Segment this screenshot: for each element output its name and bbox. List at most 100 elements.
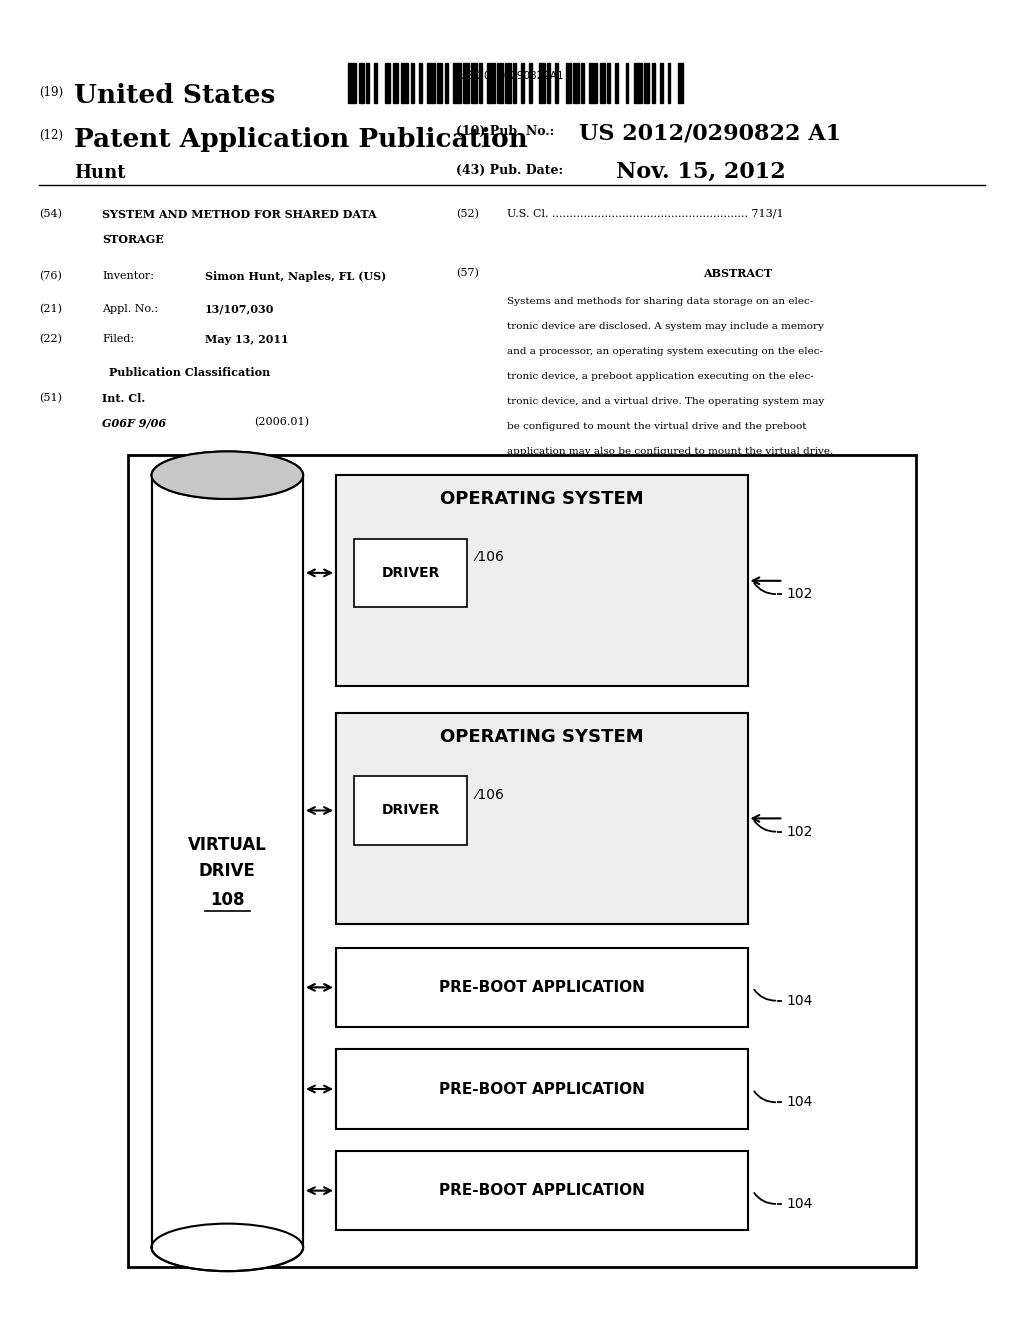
- Text: OPERATING SYSTEM: OPERATING SYSTEM: [440, 490, 643, 508]
- Text: 13/107,030: 13/107,030: [205, 304, 274, 314]
- Bar: [668, 63, 671, 103]
- Text: Appl. No.:: Appl. No.:: [102, 304, 159, 314]
- Text: VIRTUAL: VIRTUAL: [187, 836, 267, 854]
- Text: PRE-BOOT APPLICATION: PRE-BOOT APPLICATION: [438, 979, 645, 995]
- Text: 102: 102: [786, 587, 813, 601]
- Text: (52): (52): [456, 209, 478, 219]
- Bar: [354, 539, 467, 607]
- Text: ⁄106: ⁄106: [475, 788, 504, 801]
- Text: Simon Hunt, Naples, FL (US): Simon Hunt, Naples, FL (US): [205, 271, 386, 281]
- Bar: [400, 63, 409, 103]
- Bar: [555, 63, 558, 103]
- Bar: [589, 63, 597, 103]
- Bar: [540, 63, 545, 103]
- Text: Int. Cl.: Int. Cl.: [102, 393, 145, 404]
- Bar: [336, 1151, 748, 1230]
- Bar: [152, 475, 303, 1247]
- Text: 102: 102: [786, 825, 813, 838]
- Text: Hunt: Hunt: [74, 164, 125, 182]
- Text: be configured to mount the virtual drive and the preboot: be configured to mount the virtual drive…: [507, 422, 806, 432]
- Text: (51): (51): [39, 393, 61, 404]
- Ellipse shape: [152, 1224, 303, 1271]
- Bar: [385, 63, 390, 103]
- Bar: [358, 63, 364, 103]
- Text: DRIVE: DRIVE: [199, 862, 256, 880]
- Bar: [411, 63, 414, 103]
- Bar: [437, 63, 442, 103]
- Text: tronic device, a preboot application executing on the elec-: tronic device, a preboot application exe…: [507, 372, 814, 381]
- Bar: [487, 63, 495, 103]
- Text: Systems and methods for sharing data storage on an elec-: Systems and methods for sharing data sto…: [507, 297, 813, 306]
- Text: (54): (54): [39, 209, 61, 219]
- Bar: [652, 63, 654, 103]
- Bar: [529, 63, 531, 103]
- Bar: [615, 63, 617, 103]
- Text: Publication Classification: Publication Classification: [109, 367, 270, 378]
- Bar: [634, 63, 642, 103]
- Bar: [375, 63, 377, 103]
- Text: (22): (22): [39, 334, 61, 345]
- Text: (19): (19): [39, 86, 63, 99]
- Bar: [513, 63, 516, 103]
- Text: G06F 9/06: G06F 9/06: [102, 417, 167, 428]
- Text: 104: 104: [786, 1197, 813, 1210]
- Text: Patent Application Publication: Patent Application Publication: [74, 127, 527, 152]
- Text: (57): (57): [456, 268, 478, 279]
- Text: (10) Pub. No.:: (10) Pub. No.:: [456, 125, 554, 139]
- Text: 104: 104: [786, 994, 813, 1007]
- Text: United States: United States: [74, 83, 275, 108]
- Bar: [128, 455, 916, 1267]
- Bar: [547, 63, 550, 103]
- Text: OPERATING SYSTEM: OPERATING SYSTEM: [440, 727, 643, 746]
- Bar: [392, 63, 398, 103]
- Bar: [521, 63, 523, 103]
- Bar: [445, 63, 447, 103]
- Bar: [600, 63, 605, 103]
- Text: (76): (76): [39, 271, 61, 281]
- Bar: [427, 63, 434, 103]
- Ellipse shape: [152, 451, 303, 499]
- Bar: [336, 1049, 748, 1129]
- Text: US 20120290822A1: US 20120290822A1: [460, 71, 564, 82]
- Bar: [464, 63, 469, 103]
- Bar: [573, 63, 579, 103]
- Bar: [354, 776, 467, 845]
- Text: application may also be configured to mount the virtual drive.: application may also be configured to mo…: [507, 447, 834, 457]
- Bar: [565, 63, 570, 103]
- Text: tronic device are disclosed. A system may include a memory: tronic device are disclosed. A system ma…: [507, 322, 823, 331]
- Bar: [348, 63, 356, 103]
- Text: 108: 108: [210, 891, 245, 909]
- Text: (21): (21): [39, 304, 61, 314]
- Bar: [498, 63, 503, 103]
- Bar: [336, 713, 748, 924]
- Bar: [367, 63, 369, 103]
- Bar: [453, 63, 461, 103]
- Ellipse shape: [152, 451, 303, 499]
- Text: DRIVER: DRIVER: [381, 566, 440, 579]
- Text: Nov. 15, 2012: Nov. 15, 2012: [616, 161, 786, 183]
- Text: Inventor:: Inventor:: [102, 271, 155, 281]
- Bar: [505, 63, 511, 103]
- Text: and a processor, an operating system executing on the elec-: and a processor, an operating system exe…: [507, 347, 823, 356]
- Text: (12): (12): [39, 129, 62, 143]
- Text: 104: 104: [786, 1096, 813, 1109]
- Text: May 13, 2011: May 13, 2011: [205, 334, 289, 345]
- Text: ABSTRACT: ABSTRACT: [702, 268, 772, 279]
- Text: US 2012/0290822 A1: US 2012/0290822 A1: [579, 123, 841, 145]
- Bar: [336, 948, 748, 1027]
- Text: Filed:: Filed:: [102, 334, 134, 345]
- Text: STORAGE: STORAGE: [102, 234, 164, 244]
- Text: U.S. Cl. ........................................................ 713/1: U.S. Cl. ...............................…: [507, 209, 783, 219]
- Bar: [678, 63, 683, 103]
- Text: tronic device, and a virtual drive. The operating system may: tronic device, and a virtual drive. The …: [507, 397, 824, 407]
- Text: PRE-BOOT APPLICATION: PRE-BOOT APPLICATION: [438, 1183, 645, 1199]
- Text: PRE-BOOT APPLICATION: PRE-BOOT APPLICATION: [438, 1081, 645, 1097]
- Bar: [336, 475, 748, 686]
- Text: SYSTEM AND METHOD FOR SHARED DATA: SYSTEM AND METHOD FOR SHARED DATA: [102, 209, 377, 219]
- Text: ⁄106: ⁄106: [475, 550, 504, 564]
- Bar: [582, 63, 584, 103]
- Bar: [471, 63, 476, 103]
- Bar: [152, 475, 303, 1247]
- Bar: [419, 63, 422, 103]
- Text: DRIVER: DRIVER: [381, 804, 440, 817]
